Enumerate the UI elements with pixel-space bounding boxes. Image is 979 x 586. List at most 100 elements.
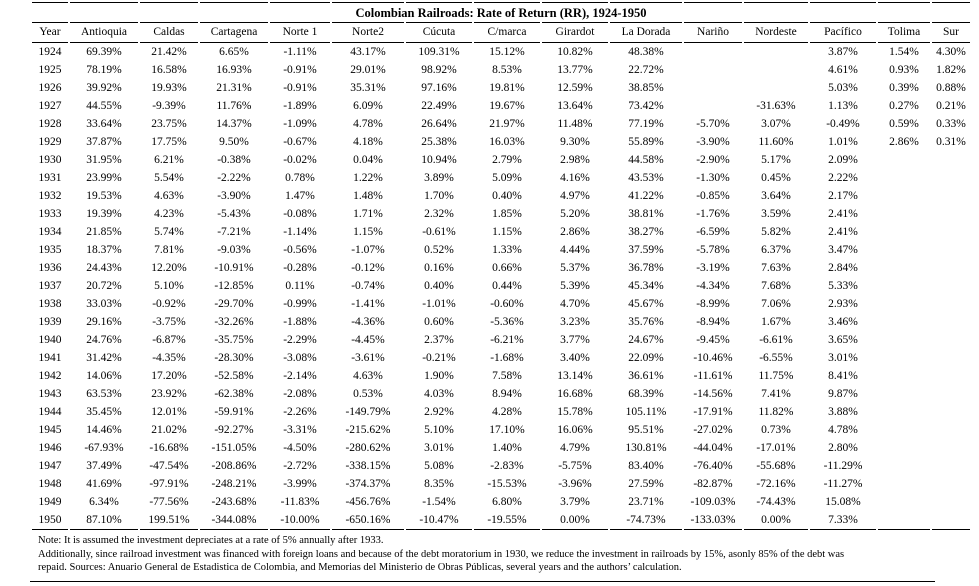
title-spacer-cell [542,2,608,22]
year-cell: 1932 [38,190,62,202]
value-cell: -2.08% [283,388,317,400]
value-cell: -0.08% [283,208,317,220]
value-cell: 17.75% [151,136,187,148]
value-cell: -1.54% [422,496,456,508]
value-cell: -5.43% [217,208,251,220]
table-row: 1930 31.95% 6.21% -0.38% -0.02% 0.04% 10.94% 2.… [32,151,970,169]
value-cell: 3.47% [828,244,858,256]
value-cell: -55.68% [756,460,796,472]
title-spacer-cell [270,2,330,22]
value-cell: 4.28% [492,406,522,418]
value-cell: 21.85% [86,226,122,238]
column-header: Girardot [542,22,608,43]
value-cell: 73.42% [628,100,664,112]
value-cell: -3.99% [283,478,317,490]
value-cell: 0.40% [424,280,454,292]
value-cell: -374.37% [345,478,391,490]
value-cell: 6.65% [219,46,249,58]
table-row: 1948 41.69% -97.91% -248.21% -3.99% -374.37% 8… [32,475,970,493]
title-spacer-cell [610,2,682,22]
value-cell: 4.61% [828,64,858,76]
value-cell: -17.91% [693,406,733,418]
column-header: Antioquia [70,22,138,43]
rate-of-return-table: Year Antioquia Caldas Cartagena Norte 1 Norte… [30,2,972,530]
title-spacer-cell [744,2,808,22]
value-cell: 1.33% [492,244,522,256]
value-cell: 4.03% [424,388,454,400]
value-cell: -2.26% [283,406,317,418]
column-header: Caldas [140,22,198,43]
value-cell: -0.28% [283,262,317,274]
value-cell: 43.53% [628,172,664,184]
title-spacer-cell [932,2,970,22]
value-cell: 21.31% [216,82,252,94]
value-cell: 5.03% [828,82,858,94]
year-cell: 1927 [38,100,62,112]
value-cell: -208.86% [211,460,257,472]
value-cell: -1.76% [696,208,730,220]
title-spacer-cell [32,2,68,22]
year-cell: 1937 [38,280,62,292]
value-cell: 2.22% [828,172,858,184]
value-cell: -0.85% [696,190,730,202]
value-cell: 5.54% [154,172,184,184]
value-cell: -2.83% [490,460,524,472]
year-cell: 1924 [38,46,62,58]
value-cell: -151.05% [211,442,257,454]
value-cell: 4.16% [560,172,590,184]
value-cell: 5.10% [154,280,184,292]
year-cell: 1940 [38,334,62,346]
value-cell [932,151,970,169]
year-cell: 1942 [38,370,62,382]
value-cell: 48.38% [628,46,664,58]
value-cell: 17.10% [489,424,525,436]
column-header: Norte2 [332,22,404,43]
value-cell [932,439,970,457]
value-cell: 83.40% [628,460,664,472]
value-cell: 3.01% [828,352,858,364]
year-cell: 1926 [38,82,62,94]
value-cell: 11.60% [758,136,794,148]
year-cell: 1938 [38,298,62,310]
value-cell: -2.29% [283,334,317,346]
title-spacer-row [32,2,970,22]
value-cell: 25.38% [421,136,457,148]
value-cell: 14.06% [86,370,122,382]
value-cell: -3.08% [283,352,317,364]
year-cell: 1933 [38,208,62,220]
value-cell: 41.22% [628,190,664,202]
year-cell: 1928 [38,118,62,130]
value-cell [878,187,930,205]
value-cell: 2.37% [424,334,454,346]
value-cell: 9.50% [219,136,249,148]
value-cell [878,367,930,385]
value-cell: 7.33% [810,511,876,530]
value-cell: -16.68% [149,442,189,454]
value-cell: 0.66% [492,262,522,274]
value-cell: 0.31% [936,136,966,148]
column-header: Nariño [684,22,742,43]
value-cell: -338.15% [345,460,391,472]
value-cell: 11.76% [216,100,252,112]
year-cell: 1934 [38,226,62,238]
value-cell: 0.88% [936,82,966,94]
value-cell: -243.68% [211,496,257,508]
value-cell [932,259,970,277]
table-row: 1938 33.03% -0.92% -29.70% -0.99% -1.41% -1.01… [32,295,970,313]
value-cell: 0.16% [424,262,454,274]
value-cell [932,511,970,530]
table-row: 1929 37.87% 17.75% 9.50% -0.67% 4.18% 25.38% 16… [32,133,970,151]
value-cell: -3.75% [152,316,186,328]
value-cell: 13.14% [557,370,593,382]
value-cell: -0.49% [826,118,860,130]
value-cell: 2.41% [828,208,858,220]
value-cell: -14.56% [693,388,733,400]
table-row: 1940 24.76% -6.87% -35.75% -2.29% -4.45% 2.37%… [32,331,970,349]
column-header: Tolima [878,22,930,43]
value-cell: -1.01% [422,298,456,310]
value-cell: -0.67% [283,136,317,148]
header-row: Year Antioquia Caldas Cartagena Norte 1 Norte… [32,22,970,43]
value-cell: -8.99% [696,298,730,310]
value-cell: 24.67% [628,334,664,346]
value-cell: 24.76% [86,334,122,346]
